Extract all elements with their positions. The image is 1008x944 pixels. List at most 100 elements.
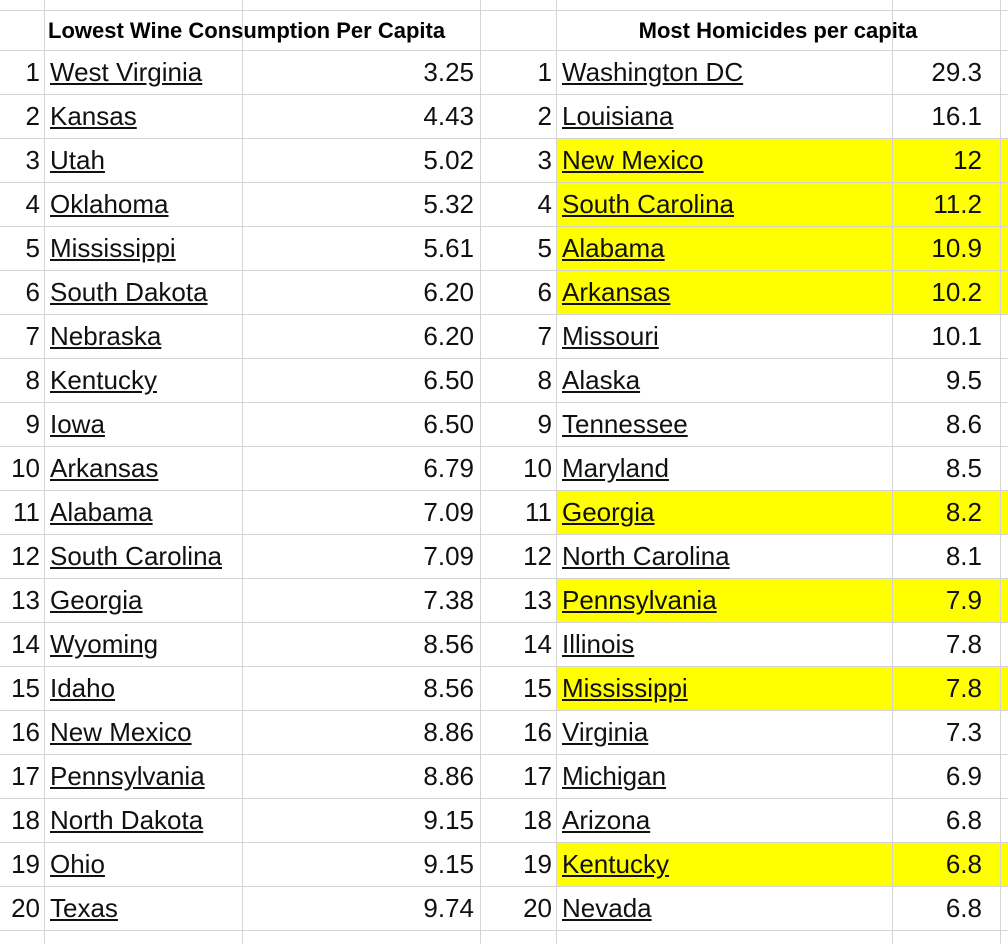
state-name: Oklahoma xyxy=(50,189,169,219)
grid-line xyxy=(892,0,893,944)
value: 7.8 xyxy=(945,673,982,703)
grid-line xyxy=(0,622,1008,623)
value: 7.9 xyxy=(945,585,982,615)
grid-line xyxy=(0,798,1008,799)
rank: 8 xyxy=(25,365,40,395)
state-name: New Mexico xyxy=(562,145,704,175)
value: 8.86 xyxy=(423,717,474,747)
state-name: Alabama xyxy=(562,233,665,263)
value: 8.1 xyxy=(945,541,982,571)
grid-line xyxy=(0,754,1008,755)
rank: 12 xyxy=(11,541,40,571)
state-name: Mississippi xyxy=(50,233,176,263)
rank: 11 xyxy=(13,497,40,527)
rank: 14 xyxy=(523,629,552,659)
value: 6.8 xyxy=(945,805,982,835)
rank: 15 xyxy=(523,673,552,703)
rank: 17 xyxy=(11,761,40,791)
state-name: Arkansas xyxy=(50,453,159,483)
grid-line xyxy=(0,10,1008,11)
value: 5.02 xyxy=(423,145,474,175)
state-name: Nebraska xyxy=(50,321,162,351)
rank: 6 xyxy=(537,277,552,307)
rank: 20 xyxy=(11,893,40,923)
grid-line xyxy=(0,446,1008,447)
grid-line xyxy=(0,94,1008,95)
state-name: South Carolina xyxy=(562,189,734,219)
value: 6.50 xyxy=(423,365,474,395)
rank: 2 xyxy=(25,101,40,131)
row-highlight xyxy=(556,138,1008,182)
state-name: Kansas xyxy=(50,101,137,131)
value: 5.32 xyxy=(423,189,474,219)
row-highlight xyxy=(556,666,1008,710)
rank: 1 xyxy=(537,57,552,87)
rank: 17 xyxy=(523,761,552,791)
rank: 7 xyxy=(537,321,552,351)
grid-line xyxy=(0,886,1008,887)
value: 7.38 xyxy=(423,585,474,615)
value: 6.8 xyxy=(945,893,982,923)
rank: 15 xyxy=(11,673,40,703)
rank: 3 xyxy=(25,145,40,175)
value: 8.2 xyxy=(945,497,982,527)
rank: 6 xyxy=(25,277,40,307)
value: 5.61 xyxy=(423,233,474,263)
state-name: Arizona xyxy=(562,805,651,835)
row-highlight xyxy=(556,842,1008,886)
state-name: Utah xyxy=(50,145,105,175)
value: 6.20 xyxy=(423,277,474,307)
value: 16.1 xyxy=(931,101,982,131)
state-name: Missouri xyxy=(562,321,659,351)
grid-line xyxy=(0,578,1008,579)
state-name: West Virginia xyxy=(50,57,203,87)
rank: 10 xyxy=(523,453,552,483)
value: 8.6 xyxy=(945,409,982,439)
rank: 20 xyxy=(523,893,552,923)
rank: 14 xyxy=(11,629,40,659)
rank: 5 xyxy=(25,233,40,263)
rank: 5 xyxy=(537,233,552,263)
value: 7.8 xyxy=(945,629,982,659)
state-name: Texas xyxy=(50,893,118,923)
rank: 4 xyxy=(25,189,40,219)
grid-line xyxy=(0,402,1008,403)
rank: 11 xyxy=(525,497,552,527)
value: 6.50 xyxy=(423,409,474,439)
state-name: North Dakota xyxy=(50,805,204,835)
state-name: North Carolina xyxy=(562,541,730,571)
state-name: Virginia xyxy=(562,717,649,747)
table-title: Most Homicides per capita xyxy=(638,18,918,43)
rank: 10 xyxy=(11,453,40,483)
state-name: Iowa xyxy=(50,409,105,439)
state-name: South Carolina xyxy=(50,541,222,571)
rank: 19 xyxy=(11,849,40,879)
row-highlight xyxy=(556,578,1008,622)
value: 29.3 xyxy=(931,57,982,87)
state-name: Wyoming xyxy=(50,629,159,659)
value: 8.86 xyxy=(423,761,474,791)
value: 8.56 xyxy=(423,629,474,659)
grid-line xyxy=(0,50,1008,51)
state-name: Louisiana xyxy=(562,101,674,131)
state-name: Tennessee xyxy=(562,409,688,439)
rank: 3 xyxy=(537,145,552,175)
grid-line xyxy=(0,314,1008,315)
value: 9.5 xyxy=(945,365,982,395)
state-name: Illinois xyxy=(562,629,635,659)
value: 9.15 xyxy=(423,849,474,879)
grid-line xyxy=(0,182,1008,183)
state-name: Georgia xyxy=(50,585,143,615)
grid-line xyxy=(0,534,1008,535)
state-name: Arkansas xyxy=(562,277,671,307)
value: 6.20 xyxy=(423,321,474,351)
grid-line xyxy=(0,710,1008,711)
value: 10.2 xyxy=(931,277,982,307)
grid-line xyxy=(242,0,243,944)
state-name: South Dakota xyxy=(50,277,208,307)
rank: 18 xyxy=(11,805,40,835)
value: 10.1 xyxy=(931,321,982,351)
rank: 16 xyxy=(11,717,40,747)
value: 9.15 xyxy=(423,805,474,835)
